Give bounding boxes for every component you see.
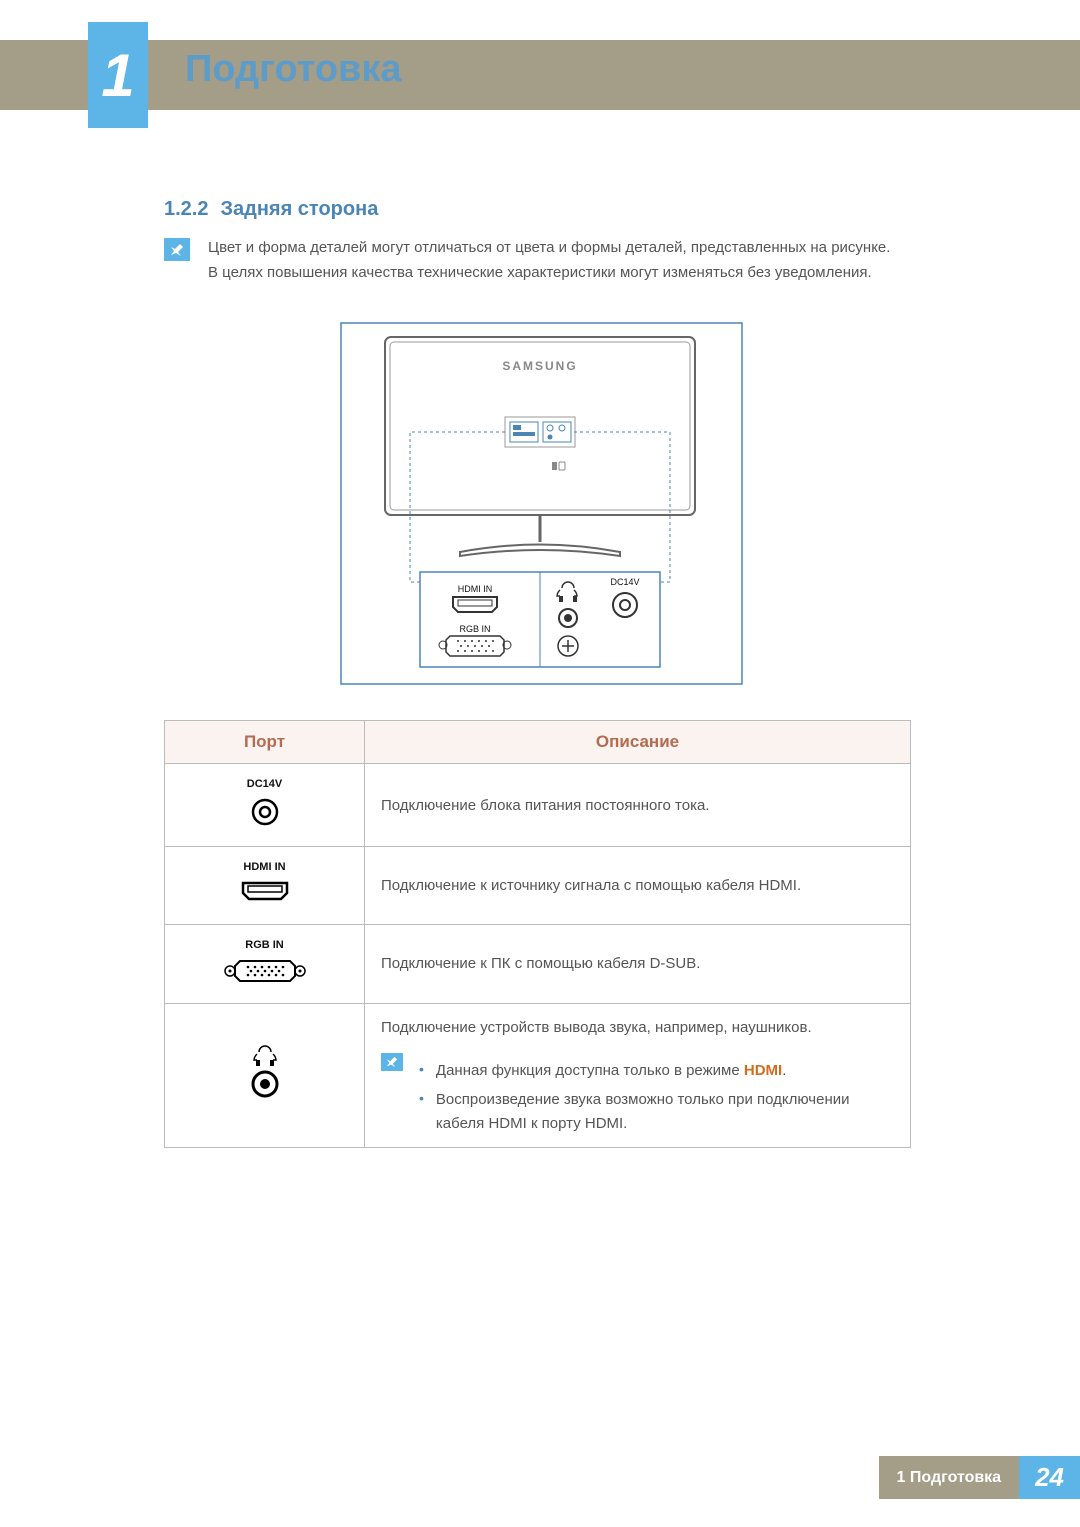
note-icon [164,238,190,261]
note-block: Цвет и форма деталей могут отличаться от… [164,236,915,286]
th-port: Порт [165,721,365,764]
note-item: Данная функция доступна только в режиме … [436,1059,786,1082]
footer-chapter: 1 Подготовка [879,1456,1020,1499]
port-label: HDMI IN [181,859,348,876]
th-desc: Описание [365,721,911,764]
bullet-icon: • [419,1088,424,1135]
port-label: DC14V [181,776,348,793]
note-item: Воспроизведение звука возможно только пр… [436,1088,894,1135]
port-cell: RGB IN [165,924,365,1003]
svg-text:HDMI IN: HDMI IN [458,584,493,594]
svg-text:SAMSUNG: SAMSUNG [502,359,577,373]
section-heading: 1.2.2 Задняя сторона [164,198,378,221]
page-footer: 1 Подготовка 24 [879,1456,1080,1499]
port-cell: DC14V [165,764,365,847]
port-cell [165,1003,365,1147]
svg-text:DC14V: DC14V [610,577,639,587]
section-number: 1.2.2 [164,198,208,221]
table-row: Подключение устройств вывода звука, напр… [165,1003,911,1147]
desc-cell: Подключение к ПК с помощью кабеля D-SUB. [365,924,911,1003]
table-row: DC14V Подключение блока питания постоянн… [165,764,911,847]
chapter-number-box: 1 [88,22,148,128]
table-row: RGB IN Подключение к ПК с помощью кабеля… [165,924,911,1003]
port-cell: HDMI IN [165,847,365,924]
bullet-icon: • [419,1059,424,1082]
note-text: Цвет и форма деталей могут отличаться от… [208,236,890,286]
chapter-number: 1 [101,41,134,110]
table-row: HDMI IN Подключение к источнику сигнала … [165,847,911,924]
note-line: В целях повышения качества технические х… [208,261,890,286]
note-line: Цвет и форма деталей могут отличаться от… [208,236,890,261]
svg-text:RGB IN: RGB IN [459,624,490,634]
header-bar [0,40,1080,110]
vga-icon [220,958,310,984]
rear-figure: SAMSUNG HDMI IN RGB IN [340,322,743,685]
hdmi-icon [237,880,293,904]
port-label: RGB IN [181,937,348,954]
ports-table: Порт Описание DC14V Подключение блока пи… [164,720,911,1148]
headphone-jack-icon [245,1042,285,1102]
desc-cell: Подключение устройств вывода звука, напр… [365,1003,911,1147]
desc-cell: Подключение блока питания постоянного то… [365,764,911,847]
dc-jack-icon [248,797,282,827]
footer-page-number: 24 [1019,1456,1080,1499]
chapter-title: Подготовка [185,48,402,91]
desc-text: Подключение устройств вывода звука, напр… [381,1016,894,1039]
note-icon [381,1053,403,1071]
section-title: Задняя сторона [220,198,378,221]
desc-cell: Подключение к источнику сигнала с помощь… [365,847,911,924]
